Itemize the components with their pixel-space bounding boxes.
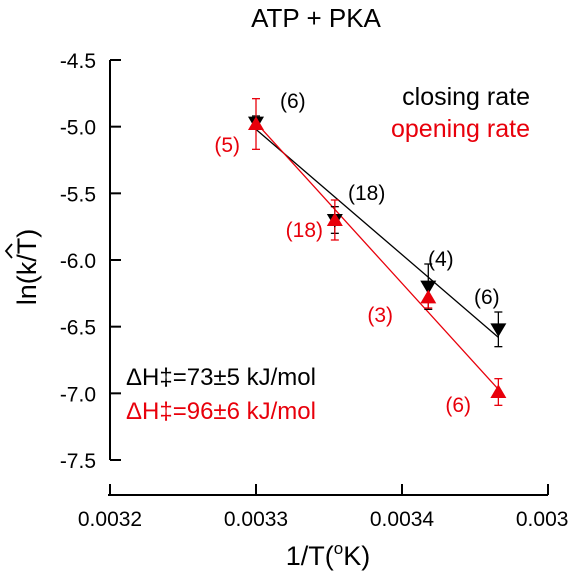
y-tick-label: -7.5 <box>60 450 96 473</box>
axes: -4.5 -5.0 -5.5 -6.0 -6.5 -7.0 -7.5 0.0032 0.0033… <box>60 50 568 531</box>
y-axis-label-hat <box>4 243 13 259</box>
y-tick-label: -6.0 <box>60 250 96 273</box>
data-markers <box>248 116 507 398</box>
x-tick-label: 0.0032 <box>78 508 142 531</box>
y-tick-label: -7.0 <box>60 383 96 406</box>
y-axis-label: ln(k/T) <box>12 229 42 306</box>
n-label: (18) <box>348 182 385 205</box>
legend: closing rate opening rate <box>391 83 530 143</box>
opening-marker <box>420 289 437 304</box>
fit-line-opening <box>255 122 499 390</box>
x-axis-label-end: K) <box>343 541 370 571</box>
y-tick-label: -5.0 <box>60 117 96 140</box>
y-tick-label: -4.5 <box>60 50 96 73</box>
closing-marker <box>420 280 437 295</box>
fit-lines <box>255 122 499 390</box>
x-tick-label: 0.0034 <box>370 508 435 531</box>
n-label: (3) <box>367 304 393 327</box>
legend-closing-rate: closing rate <box>402 83 530 111</box>
enthalpy-opening: ΔH‡=96±6 kJ/mol <box>126 398 316 425</box>
n-label: (4) <box>428 248 454 271</box>
x-tick-label: 0.0033 <box>224 508 288 531</box>
enthalpy-annotations: ΔH‡=73±5 kJ/mol ΔH‡=96±6 kJ/mol <box>126 364 316 425</box>
n-label: (18) <box>286 219 323 242</box>
sample-size-labels: (6) (18) (4) (6) (5) (18) (3) (6) <box>214 90 499 417</box>
y-tick-label: -6.5 <box>60 317 96 340</box>
error-bars <box>252 98 503 406</box>
closing-marker <box>490 323 507 337</box>
n-label: (6) <box>445 394 471 417</box>
enthalpy-closing: ΔH‡=73±5 kJ/mol <box>126 364 316 391</box>
fit-line-closing <box>255 128 499 338</box>
n-label: (6) <box>280 90 306 113</box>
legend-opening-rate: opening rate <box>391 115 530 143</box>
n-label: (5) <box>214 134 240 157</box>
opening-marker <box>326 212 343 226</box>
chart-title: ATP + PKA <box>251 3 381 33</box>
y-tick-label: -5.5 <box>60 183 96 206</box>
opening-marker <box>248 116 264 130</box>
n-label: (6) <box>474 286 500 309</box>
opening-marker <box>490 384 507 398</box>
x-tick-label: 0.0035 <box>516 508 568 531</box>
x-axis-label-main: 1/T( <box>286 541 334 571</box>
x-axis-label-sup: o <box>334 539 343 558</box>
x-axis-label: 1/T(oK) <box>286 539 370 571</box>
